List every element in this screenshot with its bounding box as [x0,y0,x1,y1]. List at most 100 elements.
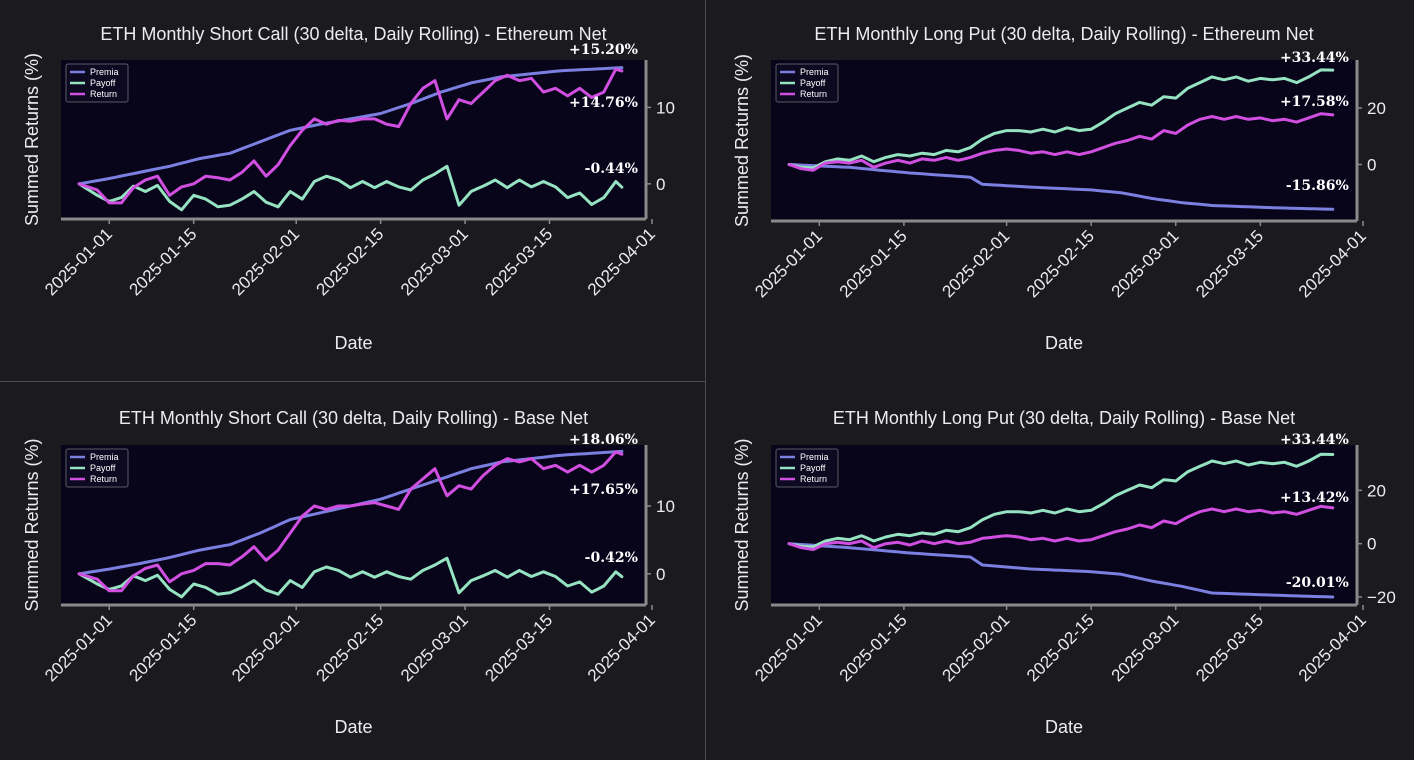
x-tick-label: 2025-03-15 [481,224,556,299]
x-tick-label: 2025-02-01 [939,226,1014,301]
annotation-end-value: -20.01% [1286,575,1349,591]
y-tick-label: 0 [1367,535,1376,554]
x-tick-label: 2025-04-01 [584,224,659,299]
series-line-return [77,450,624,593]
x-axis-label: Date [334,333,372,353]
legend-label-premia: Premia [800,452,829,462]
x-tick-label: 2025-03-01 [397,224,472,299]
x-tick-label: 2025-04-01 [584,610,659,685]
y-tick-label: 20 [1367,99,1386,118]
chart-long-put-base-net: ETH Monthly Long Put (30 delta, Daily Ro… [732,408,1396,737]
legend-label-return: Return [90,474,117,484]
y-tick-label: 0 [656,175,665,194]
chart-short-call-ethereum-net: ETH Monthly Short Call (30 delta, Daily … [22,24,675,353]
annotation-end-value: +13.42% [1280,490,1349,506]
annotation-end-value: +33.44% [1280,50,1349,66]
y-tick-label: 20 [1367,481,1386,500]
series-line-return [77,67,624,205]
series-line-return [787,504,1335,551]
series-line-payoff [77,556,624,599]
legend-label-payoff: Payoff [90,78,116,88]
x-tick-label: 2025-01-15 [126,224,201,299]
series-line-premia [77,66,624,186]
chart-title: ETH Monthly Short Call (30 delta, Daily … [100,24,606,44]
y-tick-label: 10 [656,98,675,117]
x-tick-label: 2025-03-01 [1108,610,1183,685]
series-line-payoff [787,452,1335,549]
legend-label-payoff: Payoff [800,463,826,473]
y-tick-label: 0 [1367,156,1376,175]
x-tick-label: 2025-03-15 [481,610,556,685]
annotation-end-value: +17.58% [1280,94,1349,110]
series-line-premia [787,542,1335,599]
x-tick-label: 2025-01-01 [41,610,116,685]
x-tick-label: 2025-02-15 [1023,610,1098,685]
annotation-end-value: -0.44% [585,161,638,177]
legend-label-premia: Premia [90,452,119,462]
x-tick-label: 2025-03-01 [397,610,472,685]
chart-title: ETH Monthly Long Put (30 delta, Daily Ro… [833,408,1295,428]
plot-area [771,60,1357,221]
legend-label-payoff: Payoff [800,78,826,88]
x-tick-label: 2025-01-15 [836,226,911,301]
annotation-end-value: -0.42% [585,550,638,566]
chart-panel-short-call-base-net: ETH Monthly Short Call (30 delta, Daily … [0,382,705,760]
y-tick-label: −20 [1367,588,1396,607]
y-tick-label: 0 [656,565,665,584]
plot-area [61,445,646,605]
annotation-end-value: +15.20% [569,42,638,58]
plot-area [771,445,1357,605]
annotation-end-value: +14.76% [569,95,638,111]
x-tick-label: 2025-01-15 [836,610,911,685]
annotation-end-value: -15.86% [1286,178,1349,194]
x-tick-label: 2025-01-15 [126,610,201,685]
chart-title: ETH Monthly Long Put (30 delta, Daily Ro… [814,24,1313,44]
x-tick-label: 2025-02-15 [313,610,388,685]
x-tick-label: 2025-02-15 [313,224,388,299]
horizontal-divider [0,381,705,382]
vertical-divider [705,0,706,760]
x-tick-label: 2025-02-01 [228,224,303,299]
x-tick-label: 2025-02-01 [228,610,303,685]
x-tick-label: 2025-01-01 [751,226,826,301]
annotation-end-value: +33.44% [1280,432,1349,448]
y-axis-label: Summed Returns (%) [22,438,42,611]
annotation-end-value: +18.06% [569,432,638,448]
legend-label-return: Return [90,89,117,99]
y-tick-label: 10 [656,497,675,516]
series-line-premia [787,163,1335,211]
x-tick-label: 2025-03-15 [1192,610,1267,685]
chart-long-put-ethereum-net: ETH Monthly Long Put (30 delta, Daily Ro… [732,24,1386,353]
chart-panel-long-put-ethereum-net: ETH Monthly Long Put (30 delta, Daily Ro… [706,0,1414,380]
chart-panel-long-put-base-net: ETH Monthly Long Put (30 delta, Daily Ro… [706,382,1414,760]
x-axis-label: Date [1045,717,1083,737]
x-tick-label: 2025-02-15 [1023,226,1098,301]
x-tick-label: 2025-03-15 [1192,226,1267,301]
legend-label-return: Return [800,89,827,99]
x-axis-label: Date [334,717,372,737]
x-tick-label: 2025-02-01 [939,610,1014,685]
plot-area [61,60,646,219]
x-tick-label: 2025-01-01 [41,224,116,299]
y-axis-label: Summed Returns (%) [732,54,752,227]
legend-label-payoff: Payoff [90,463,116,473]
chart-panel-short-call-ethereum-net: ETH Monthly Short Call (30 delta, Daily … [0,0,705,380]
legend-label-return: Return [800,474,827,484]
annotation-end-value: +17.65% [569,482,638,498]
x-tick-label: 2025-04-01 [1295,226,1370,301]
x-axis-label: Date [1045,333,1083,353]
series-line-payoff [787,68,1335,170]
chart-short-call-base-net: ETH Monthly Short Call (30 delta, Daily … [22,408,675,737]
series-line-payoff [77,164,624,212]
legend-label-premia: Premia [90,67,119,77]
series-line-return [787,112,1335,172]
x-tick-label: 2025-01-01 [751,610,826,685]
y-axis-label: Summed Returns (%) [732,438,752,611]
y-axis-label: Summed Returns (%) [22,53,42,226]
legend-label-premia: Premia [800,67,829,77]
chart-title: ETH Monthly Short Call (30 delta, Daily … [119,408,588,428]
